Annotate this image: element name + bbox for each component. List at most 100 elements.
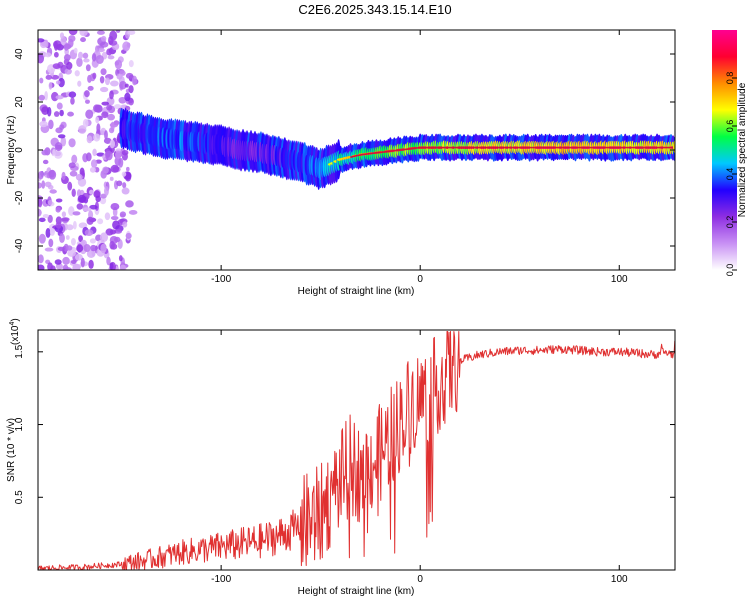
heatmap-noise-cell [121, 149, 129, 156]
heatmap-noise-cell [84, 99, 90, 104]
heatmap-noise-cell [59, 124, 65, 131]
heatmap-noise-cell [72, 211, 81, 216]
heatmap-noise-cell [53, 51, 59, 58]
heatmap-noise-cell [85, 64, 91, 72]
heatmap-noise-cell [76, 244, 84, 253]
heatmap-noise-cell [114, 59, 123, 70]
heatmap-noise-cell [100, 68, 107, 76]
heatmap-noise-cell [39, 120, 48, 128]
heatmap-noise-cell [48, 119, 54, 130]
heatmap-noise-cell [127, 30, 136, 36]
heatmap-noise-cell [58, 77, 65, 88]
heatmap-noise-cell [68, 138, 76, 148]
heatmap-noise-cell [78, 51, 83, 60]
snr-frame [37, 329, 676, 571]
heatmap-noise-cell [109, 229, 117, 235]
heatmap-noise-cell [125, 72, 134, 79]
heatmap-noise-cell [56, 80, 61, 85]
heatmap-noise-cell [38, 264, 45, 270]
heatmap-noise-cell [92, 148, 97, 157]
heatmap-noise-cell [95, 116, 100, 124]
heatmap-noise-cell [80, 257, 85, 268]
heatmap-noise-cell [77, 80, 82, 87]
heatmap-noise-cell [124, 92, 131, 102]
heatmap-noise-cell [66, 61, 73, 70]
heatmap-noise-cell [128, 85, 134, 94]
heatmap-noise-cell [99, 232, 109, 243]
heatmap-noise-cell [104, 212, 111, 221]
heatmap-noise-cell [107, 113, 115, 121]
heatmap-noise-cell [55, 198, 63, 203]
heatmap-noise-cell [106, 104, 113, 111]
heatmap-noise-cell [38, 182, 43, 189]
heatmap-noise-cell [113, 104, 122, 110]
heatmap-noise-cell [71, 188, 76, 197]
heatmap-noise-cell [128, 60, 134, 68]
heatmap-noise-cell [119, 211, 127, 218]
heatmap-noise-cell [95, 195, 101, 203]
heatmap-noise-cell [118, 157, 124, 168]
heatmap-noise-cell [44, 181, 52, 188]
heatmap-noise-cell [118, 255, 123, 262]
heatmap-noise-cell [68, 30, 78, 36]
heatmap-noise-cell [38, 53, 44, 64]
heatmap-y-ticks: -40 -20 0 20 40 [14, 48, 675, 253]
heatmap-noise-cell [42, 159, 49, 165]
heatmap-noise-cell [76, 189, 82, 198]
heatmap-noise-cell [104, 186, 109, 196]
heatmap-noise-cell [55, 207, 61, 213]
colorbar: 0.0 0.2 0.4 0.6 0.8 Normalized spectral ampl… [712, 30, 748, 276]
heatmap-noise-cell [45, 74, 53, 80]
colorbar-ticks: 0.0 0.2 0.4 0.6 0.8 [725, 72, 737, 276]
heatmap-noise-cell [80, 37, 86, 43]
heatmap-noise-cell [110, 164, 120, 173]
heatmap-noise-cell [131, 75, 138, 86]
heatmap-noise-cell [84, 229, 94, 237]
heatmap-noise-cell [116, 180, 123, 187]
snr-x-axis-label: Height of straight line (km) [298, 586, 415, 597]
snr-scale-base: (x10 [10, 325, 21, 345]
heatmap-noise-cell [106, 48, 113, 56]
heatmap-noise-cell [82, 52, 89, 59]
heatmap-noise-cell [44, 39, 49, 48]
heatmap-noise-cell [100, 35, 107, 42]
heatmap-noise-cell [46, 106, 52, 117]
snr-panel: -100 0 100 0.5 1.0 1.5 Height of straight li… [6, 318, 676, 597]
heatmap-noise-cell [44, 247, 54, 252]
heatmap-noise-cell [38, 217, 46, 223]
heatmap-noise-cell [50, 265, 56, 270]
snr-scale-exponent: 4 [9, 322, 16, 326]
snr-y-axis-label: SNR (10 * v/v) [6, 418, 17, 482]
heatmap-noise-cell [41, 106, 49, 115]
colorbar-tick-label: 0.8 [725, 72, 735, 85]
heatmap-noise-cell [110, 121, 115, 132]
x-tick-label: 0 [417, 574, 423, 585]
heatmap-noise-cell [125, 200, 134, 208]
colorbar-tick-label: 0.4 [725, 168, 735, 181]
heatmap-noise-cell [78, 222, 88, 229]
heatmap-noise-cell [122, 182, 127, 189]
heatmap-noise-cell [99, 196, 107, 205]
heatmap-noise-cell [51, 91, 59, 102]
heatmap-noise-cell [48, 169, 55, 178]
heatmap-panel: -100 0 100 -40 -20 0 20 40 Height of straight … [6, 29, 676, 297]
heatmap-noise-cell [95, 54, 104, 64]
heatmap-noise-cell [101, 111, 109, 119]
heatmap-noise-cell [115, 150, 122, 159]
heatmap-noise-cell [105, 150, 113, 161]
heatmap-noise-cell [70, 237, 76, 246]
heatmap-noise-cell [61, 171, 66, 181]
heatmap-noise-cell [104, 130, 108, 140]
heatmap-noise-cell [104, 77, 110, 86]
heatmap-noise-cell [96, 30, 105, 35]
heatmap-noise-cell [57, 246, 66, 251]
heatmap-noise-cell [88, 189, 94, 195]
heatmap-noise-cell [49, 227, 55, 236]
heatmap-noise-cell [60, 136, 67, 147]
heatmap-noise-cell [38, 208, 42, 217]
heatmap-noise-cell [38, 254, 44, 264]
colorbar-tick-label: 0.2 [725, 216, 735, 229]
heatmap-noise-cell [126, 166, 130, 172]
colorbar-label: Normalized spectral amplitude [737, 82, 748, 217]
heatmap-noise-cell [109, 139, 116, 149]
